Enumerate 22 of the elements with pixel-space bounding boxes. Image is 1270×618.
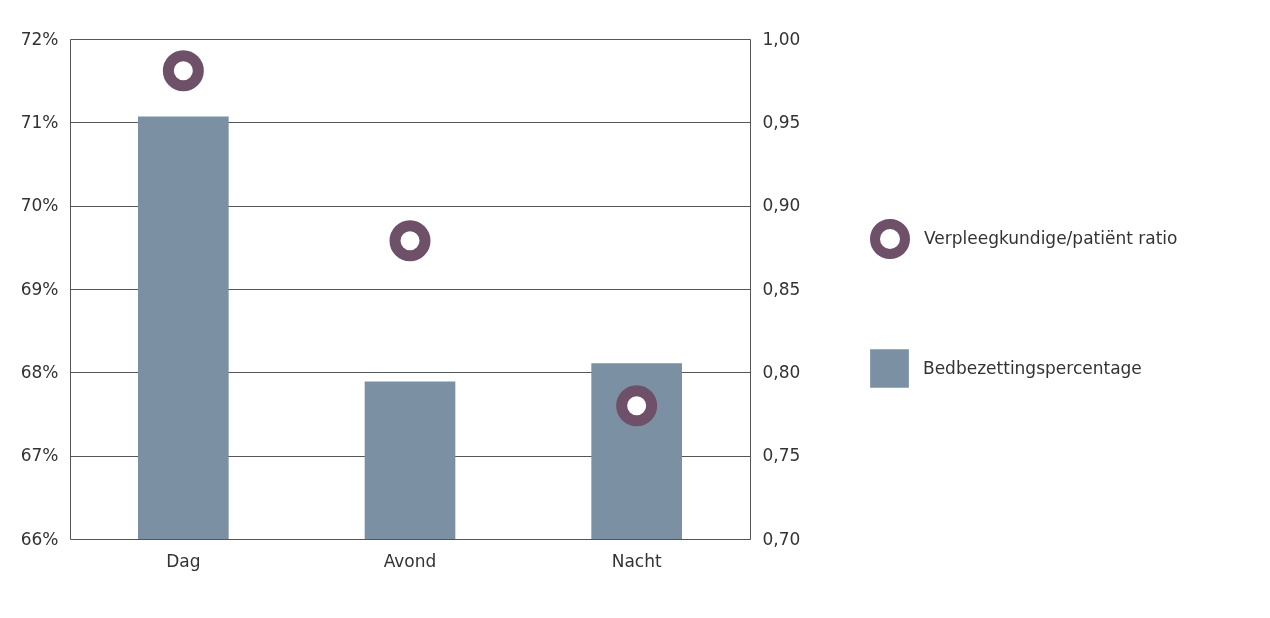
y2-tick-label: 0,80 [762,361,801,382]
y2-tick-label: 0,70 [762,528,801,549]
y-tick-label: 66% [20,528,59,549]
legend-label: Bedbezettingspercentage [923,357,1142,378]
y-tick-label: 71% [20,111,59,132]
y2-tick-label: 0,85 [762,278,801,299]
y-tick-label: 69% [20,278,59,299]
point [616,385,658,427]
y2-tick-label: 0,95 [762,111,801,132]
y2-tick-label: 0,90 [762,195,801,216]
y-tick-label: 67% [20,445,59,466]
x-tick-label: Avond [383,550,437,571]
point [162,50,204,92]
y-tick-label: 70% [20,195,59,216]
x-tick-label: Dag [166,550,201,571]
legend-label: Verpleegkundige/patiënt ratio [924,228,1178,248]
y2-tick-label: 1,00 [762,28,801,49]
y-tick-label: 72% [20,28,59,49]
point [389,220,431,262]
y-tick-label: 68% [20,361,59,382]
x-tick-label: Nacht [611,550,662,571]
y2-tick-label: 0,75 [762,445,801,466]
